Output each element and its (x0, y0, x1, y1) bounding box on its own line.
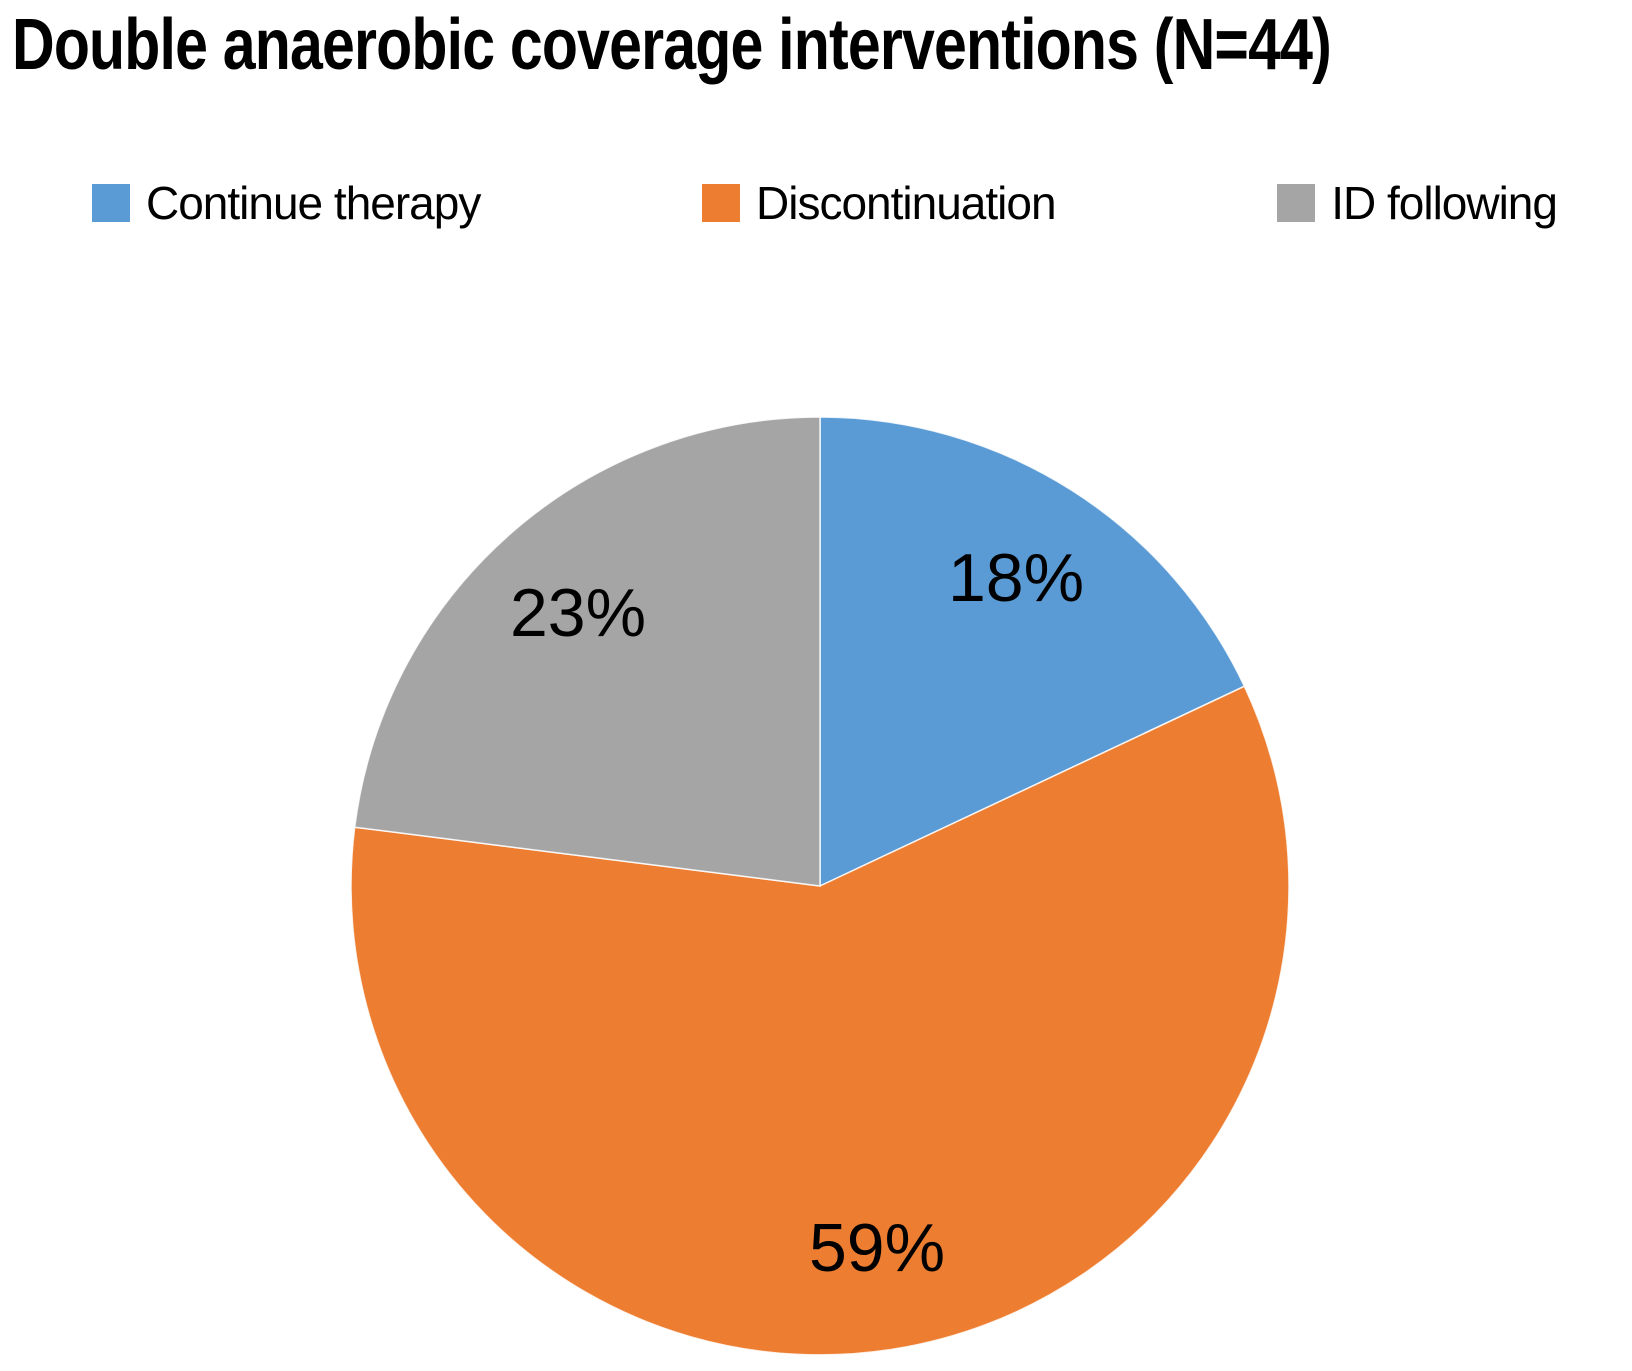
legend-label-id-following: ID following (1331, 177, 1558, 229)
pie-slice-0 (819, 416, 1246, 888)
legend-item-id-following: ID following (1277, 176, 1558, 230)
legend-marker-id-following (1277, 184, 1316, 222)
legend-marker-continue-therapy (92, 184, 130, 222)
pie-slice-2 (353, 416, 821, 887)
chart-title: Double anaerobic coverage interventions … (12, 5, 1332, 85)
pie-data-label-2: 23% (510, 575, 646, 651)
legend-label-discontinuation: Discontinuation (756, 177, 1057, 229)
legend-item-continue-therapy: Continue therapy (92, 176, 481, 230)
pie-data-label-1: 59% (809, 1210, 945, 1286)
legend-marker-discontinuation (702, 184, 741, 222)
legend: Continue therapy Discontinuation ID foll… (92, 176, 1558, 230)
pie-data-label-0: 18% (948, 540, 1084, 616)
legend-label-continue-therapy: Continue therapy (146, 177, 481, 229)
legend-item-discontinuation: Discontinuation (702, 176, 1057, 230)
pie-slice-1 (350, 685, 1290, 1356)
